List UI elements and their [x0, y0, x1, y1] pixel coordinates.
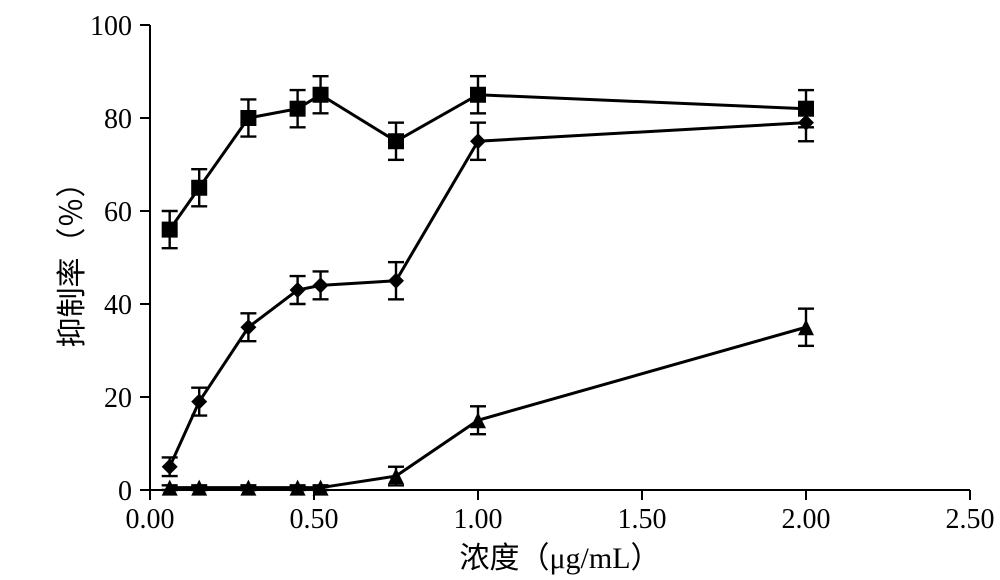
y-tick-label: 20 — [104, 383, 132, 414]
y-axis-label: 抑制率（％） — [56, 168, 89, 348]
y-tick-label: 100 — [90, 11, 132, 42]
y-tick-label: 60 — [104, 197, 132, 228]
x-axis-label: 浓度（μg/mL） — [459, 542, 660, 575]
line-chart: 0.00 0.50 1.00 1.50 2.00 2.50 0 20 40 60 80 100 浓度（μ… — [0, 0, 1000, 580]
series-square-marker — [313, 87, 329, 103]
x-tick-label: 0.00 — [126, 504, 175, 535]
x-tick-label: 2.50 — [946, 504, 995, 535]
x-tick-label: 2.00 — [782, 504, 831, 535]
series-square-marker — [162, 222, 178, 238]
series-square-marker — [290, 101, 306, 117]
x-tick-label: 1.00 — [454, 504, 503, 535]
series-square-marker — [191, 180, 207, 196]
chart-container: 0.00 0.50 1.00 1.50 2.00 2.50 0 20 40 60 80 100 浓度（μ… — [0, 0, 1000, 580]
y-tick-label: 40 — [104, 290, 132, 321]
x-tick-label: 1.50 — [618, 504, 667, 535]
x-tick-label: 0.50 — [290, 504, 339, 535]
series-square-marker — [470, 87, 486, 103]
y-tick-label: 80 — [104, 104, 132, 135]
y-tick-label: 0 — [118, 476, 132, 507]
series-square-marker — [388, 133, 404, 149]
series-square-marker — [240, 110, 256, 126]
